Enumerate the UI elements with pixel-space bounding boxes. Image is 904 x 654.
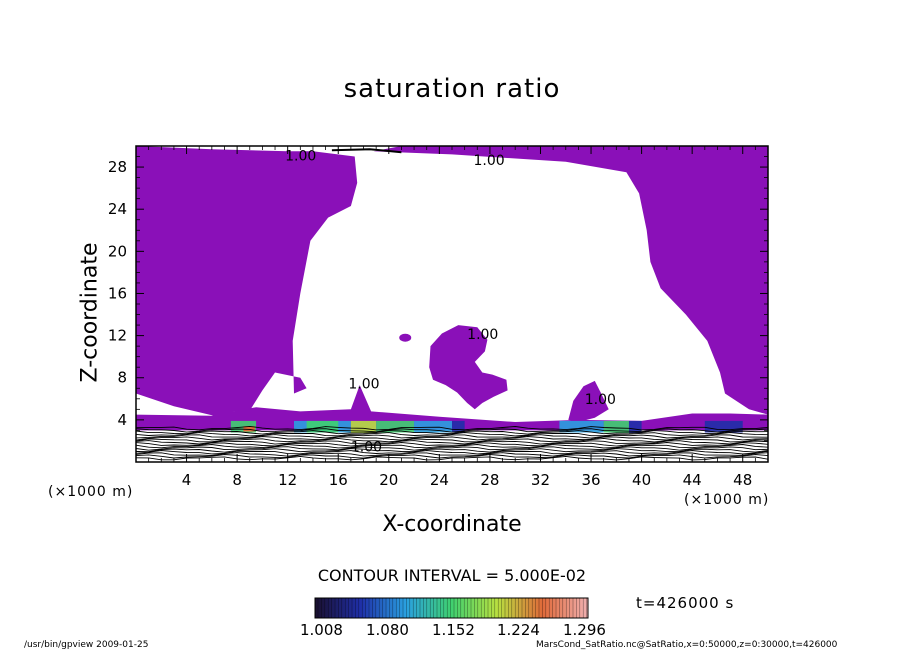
saturated-blob-center xyxy=(429,325,508,410)
x-tick-label-9: 40 xyxy=(632,471,651,489)
surface-contour-line xyxy=(136,430,768,435)
y-axis-label: Z-coordinate xyxy=(77,242,103,383)
surface-contour-line xyxy=(136,440,768,445)
contour-label-0: 1.00 xyxy=(285,149,316,165)
x-tick-label-1: 8 xyxy=(232,471,242,489)
surface-contour-line xyxy=(136,425,768,431)
time-label: t=426000 s xyxy=(636,594,735,612)
colorbar-label-1: 1.080 xyxy=(366,621,409,639)
contour-label-3: 1.00 xyxy=(348,376,379,392)
y-tick-label-4: 20 xyxy=(108,242,127,260)
color-band-hot xyxy=(243,426,255,432)
color-band-4 xyxy=(414,420,452,433)
surface-contour-line xyxy=(136,434,768,439)
surface-contour-line xyxy=(136,454,768,459)
y-tick-label-6: 28 xyxy=(108,158,127,176)
footer-right: MarsCond_SatRatio.nc@SatRatio,x=0:50000,… xyxy=(536,640,838,650)
x-tick-label-11: 48 xyxy=(733,471,752,489)
x-tick-label-5: 24 xyxy=(430,471,449,489)
y-tick-label-2: 12 xyxy=(108,327,127,345)
x-unit-label-right: (×1000 m) xyxy=(684,492,770,508)
colorbar xyxy=(314,597,589,619)
colorbar-label-3: 1.224 xyxy=(497,621,540,639)
y-tick-label-3: 16 xyxy=(108,284,127,302)
color-band-8 xyxy=(628,420,642,433)
contour-label-5: 1.00 xyxy=(351,439,382,455)
colorbar-label-4: 1.296 xyxy=(563,621,606,639)
contour-interval-label: CONTOUR INTERVAL = 5.000E-02 xyxy=(317,566,587,585)
surface-contour-line xyxy=(136,444,768,449)
x-tick-label-2: 12 xyxy=(278,471,297,489)
x-tick-label-7: 32 xyxy=(531,471,550,489)
x-tick-label-8: 36 xyxy=(581,471,600,489)
surface-contour-line xyxy=(136,446,768,451)
surface-contour-line xyxy=(136,436,768,441)
x-tick-label-3: 16 xyxy=(329,471,348,489)
surface-contour-line xyxy=(136,450,768,455)
color-band-9 xyxy=(704,420,743,433)
x-tick-label-0: 4 xyxy=(182,471,192,489)
contour-label-1: 1.00 xyxy=(473,153,504,169)
x-unit-label-left: (×1000 m) xyxy=(48,484,134,500)
color-band-5 xyxy=(452,420,465,433)
y-tick-label-5: 24 xyxy=(108,200,127,218)
x-tick-label-6: 28 xyxy=(480,471,499,489)
colorbar-label-2: 1.152 xyxy=(432,621,475,639)
plot-area: 1.00 1.00 1.00 1.00 1.00 1.00 xyxy=(136,146,768,461)
color-band-6 xyxy=(559,420,604,433)
surface-contour-line xyxy=(136,452,768,457)
color-band-3 xyxy=(376,420,415,433)
chart-title: saturation ratio xyxy=(343,74,561,104)
surface-contour-line xyxy=(136,448,768,453)
surface-contour-line xyxy=(136,432,768,437)
surface-contour-line xyxy=(136,428,768,433)
saturated-region-left xyxy=(136,146,358,417)
saturated-band-low xyxy=(136,385,768,431)
x-tick-label-10: 44 xyxy=(683,471,702,489)
contour-label-4: 1.00 xyxy=(585,392,616,408)
saturated-blob-right xyxy=(568,380,609,422)
contour-label-2: 1.00 xyxy=(467,327,498,343)
x-axis-label: X-coordinate xyxy=(382,512,522,537)
surface-contour-line xyxy=(136,437,768,443)
y-tick-label-1: 8 xyxy=(117,369,127,387)
colorbar-label-0: 1.008 xyxy=(300,621,343,639)
surface-contour-line xyxy=(136,455,768,461)
y-tick-label-0: 4 xyxy=(117,411,127,429)
saturated-region-right xyxy=(373,146,768,415)
color-band-2 xyxy=(350,420,377,433)
saturated-blob-small xyxy=(399,333,412,342)
surface-contour-line xyxy=(136,442,768,447)
contour-top-line xyxy=(331,148,402,154)
x-tick-label-4: 20 xyxy=(379,471,398,489)
footer-left: /usr/bin/gpview 2009-01-25 xyxy=(24,640,149,650)
color-band-7 xyxy=(603,420,629,433)
